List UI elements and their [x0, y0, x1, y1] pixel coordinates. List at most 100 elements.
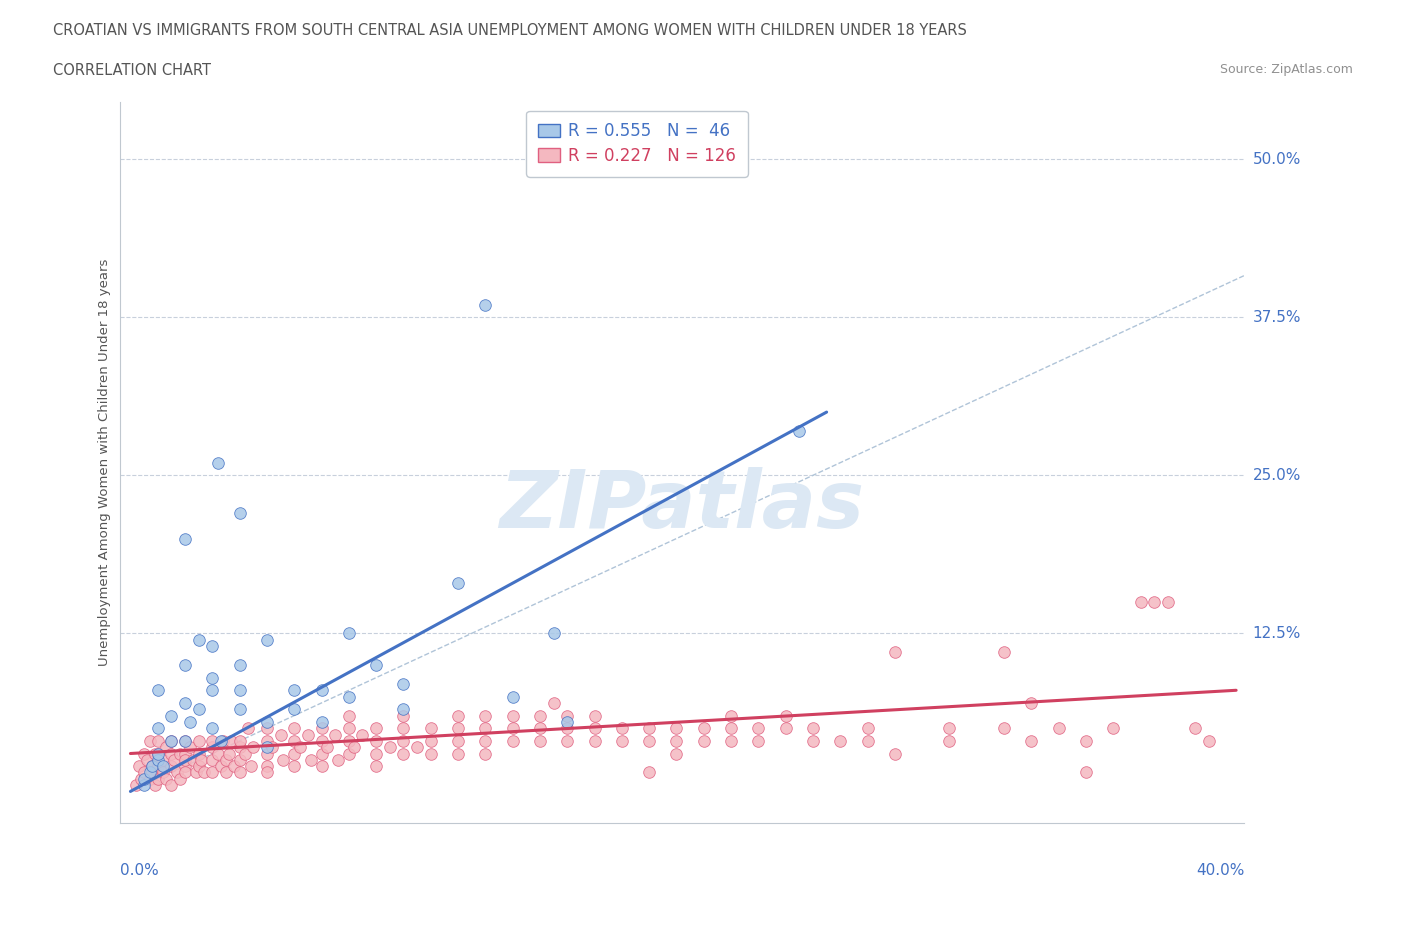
- Point: [169, 771, 191, 786]
- Point: [181, 752, 204, 767]
- Point: [337, 708, 360, 723]
- Point: [1198, 734, 1220, 749]
- Point: [392, 734, 415, 749]
- Point: [283, 734, 305, 749]
- Point: [311, 714, 333, 729]
- Point: [187, 759, 209, 774]
- Point: [337, 734, 360, 749]
- Point: [447, 708, 470, 723]
- Point: [179, 714, 201, 729]
- Point: [555, 714, 578, 729]
- Point: [141, 759, 163, 774]
- Point: [787, 424, 810, 439]
- Point: [215, 752, 238, 767]
- Point: [174, 658, 197, 672]
- Point: [366, 734, 388, 749]
- Point: [201, 765, 224, 780]
- Point: [343, 739, 366, 754]
- Point: [146, 746, 169, 761]
- Point: [174, 746, 197, 761]
- Point: [233, 746, 256, 761]
- Point: [1102, 721, 1125, 736]
- Point: [938, 734, 960, 749]
- Point: [801, 721, 824, 736]
- Point: [138, 771, 160, 786]
- Point: [502, 721, 524, 736]
- Point: [228, 506, 250, 521]
- Point: [299, 752, 322, 767]
- Text: 12.5%: 12.5%: [1253, 626, 1301, 641]
- Point: [138, 765, 160, 780]
- Point: [1074, 765, 1097, 780]
- Point: [179, 739, 201, 754]
- Text: 0.0%: 0.0%: [120, 863, 159, 878]
- Point: [311, 721, 333, 736]
- Point: [174, 765, 197, 780]
- Point: [366, 658, 388, 672]
- Point: [378, 739, 401, 754]
- Point: [256, 721, 278, 736]
- Point: [543, 696, 565, 711]
- Point: [160, 759, 183, 774]
- Point: [207, 456, 229, 471]
- Point: [1143, 594, 1166, 609]
- Point: [311, 759, 333, 774]
- Point: [856, 721, 879, 736]
- Point: [1129, 594, 1152, 609]
- Point: [160, 746, 183, 761]
- Point: [166, 765, 188, 780]
- Point: [152, 759, 174, 774]
- Point: [239, 759, 262, 774]
- Point: [1047, 721, 1070, 736]
- Point: [146, 746, 169, 761]
- Text: ZIPatlas: ZIPatlas: [499, 467, 865, 545]
- Text: 50.0%: 50.0%: [1253, 152, 1301, 166]
- Point: [1021, 734, 1043, 749]
- Point: [583, 708, 606, 723]
- Point: [155, 739, 177, 754]
- Point: [366, 746, 388, 761]
- Point: [146, 683, 169, 698]
- Point: [174, 734, 197, 749]
- Point: [993, 644, 1015, 659]
- Point: [146, 759, 169, 774]
- Point: [665, 721, 688, 736]
- Point: [366, 759, 388, 774]
- Point: [228, 702, 250, 717]
- Point: [555, 708, 578, 723]
- Point: [160, 734, 183, 749]
- Point: [502, 689, 524, 704]
- Point: [163, 752, 186, 767]
- Point: [316, 739, 339, 754]
- Point: [132, 771, 155, 786]
- Point: [160, 708, 183, 723]
- Point: [993, 721, 1015, 736]
- Point: [366, 721, 388, 736]
- Point: [856, 734, 879, 749]
- Point: [125, 777, 148, 792]
- Point: [146, 721, 169, 736]
- Point: [242, 739, 264, 754]
- Point: [529, 708, 551, 723]
- Point: [747, 721, 769, 736]
- Point: [1074, 734, 1097, 749]
- Point: [474, 746, 496, 761]
- Point: [132, 777, 155, 792]
- Point: [883, 644, 905, 659]
- Point: [447, 721, 470, 736]
- Point: [693, 721, 716, 736]
- Point: [135, 752, 157, 767]
- Point: [174, 759, 197, 774]
- Point: [190, 752, 212, 767]
- Point: [883, 746, 905, 761]
- Point: [228, 752, 250, 767]
- Point: [583, 734, 606, 749]
- Point: [720, 734, 742, 749]
- Text: CORRELATION CHART: CORRELATION CHART: [53, 63, 211, 78]
- Point: [337, 746, 360, 761]
- Point: [447, 576, 470, 591]
- Point: [447, 746, 470, 761]
- Point: [1021, 696, 1043, 711]
- Point: [747, 734, 769, 749]
- Point: [256, 759, 278, 774]
